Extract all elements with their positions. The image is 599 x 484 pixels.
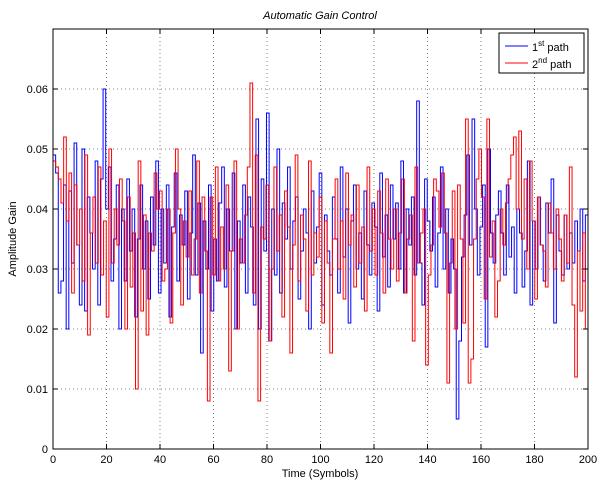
y-tick-label: 0.03	[27, 264, 48, 276]
legend-label-series-2: 2nd path	[532, 56, 572, 71]
chart-title: Automatic Gain Control	[262, 10, 377, 22]
y-axis-label: Amplitude Gain	[7, 201, 19, 276]
x-tick-label: 40	[154, 454, 166, 466]
legend: 1st path 2nd path	[498, 32, 585, 74]
x-axis-label: Time (Symbols)	[282, 468, 359, 480]
x-tick-label: 160	[472, 454, 490, 466]
ticks	[52, 29, 589, 450]
y-tick-label: 0.02	[27, 324, 48, 336]
x-tick-label: 180	[525, 454, 543, 466]
x-tick-label: 80	[261, 454, 273, 466]
legend-label-series-1: 1st path	[532, 39, 569, 54]
series-layer	[53, 82, 588, 420]
x-tick-label: 100	[311, 454, 329, 466]
series-1-line	[53, 88, 588, 420]
y-tick-label: 0.01	[27, 384, 48, 396]
x-tick-label: 120	[365, 454, 383, 466]
legend-box	[498, 32, 585, 74]
x-tick-label: 20	[100, 454, 112, 466]
x-tick-label: 0	[50, 454, 56, 466]
y-tick-label: 0.06	[27, 84, 48, 96]
x-tick-labels: 0 20 40 60 80 100 120 140 160 180 200	[50, 454, 597, 466]
y-tick-label: 0.05	[27, 144, 48, 156]
series-2-line	[53, 82, 588, 402]
x-tick-label: 140	[418, 454, 436, 466]
x-tick-label: 60	[207, 454, 219, 466]
x-tick-label: 200	[579, 454, 597, 466]
y-tick-labels: 0 0.01 0.02 0.03 0.04 0.05 0.06	[27, 84, 48, 456]
y-tick-label: 0	[42, 444, 48, 456]
y-tick-label: 0.04	[27, 204, 48, 216]
